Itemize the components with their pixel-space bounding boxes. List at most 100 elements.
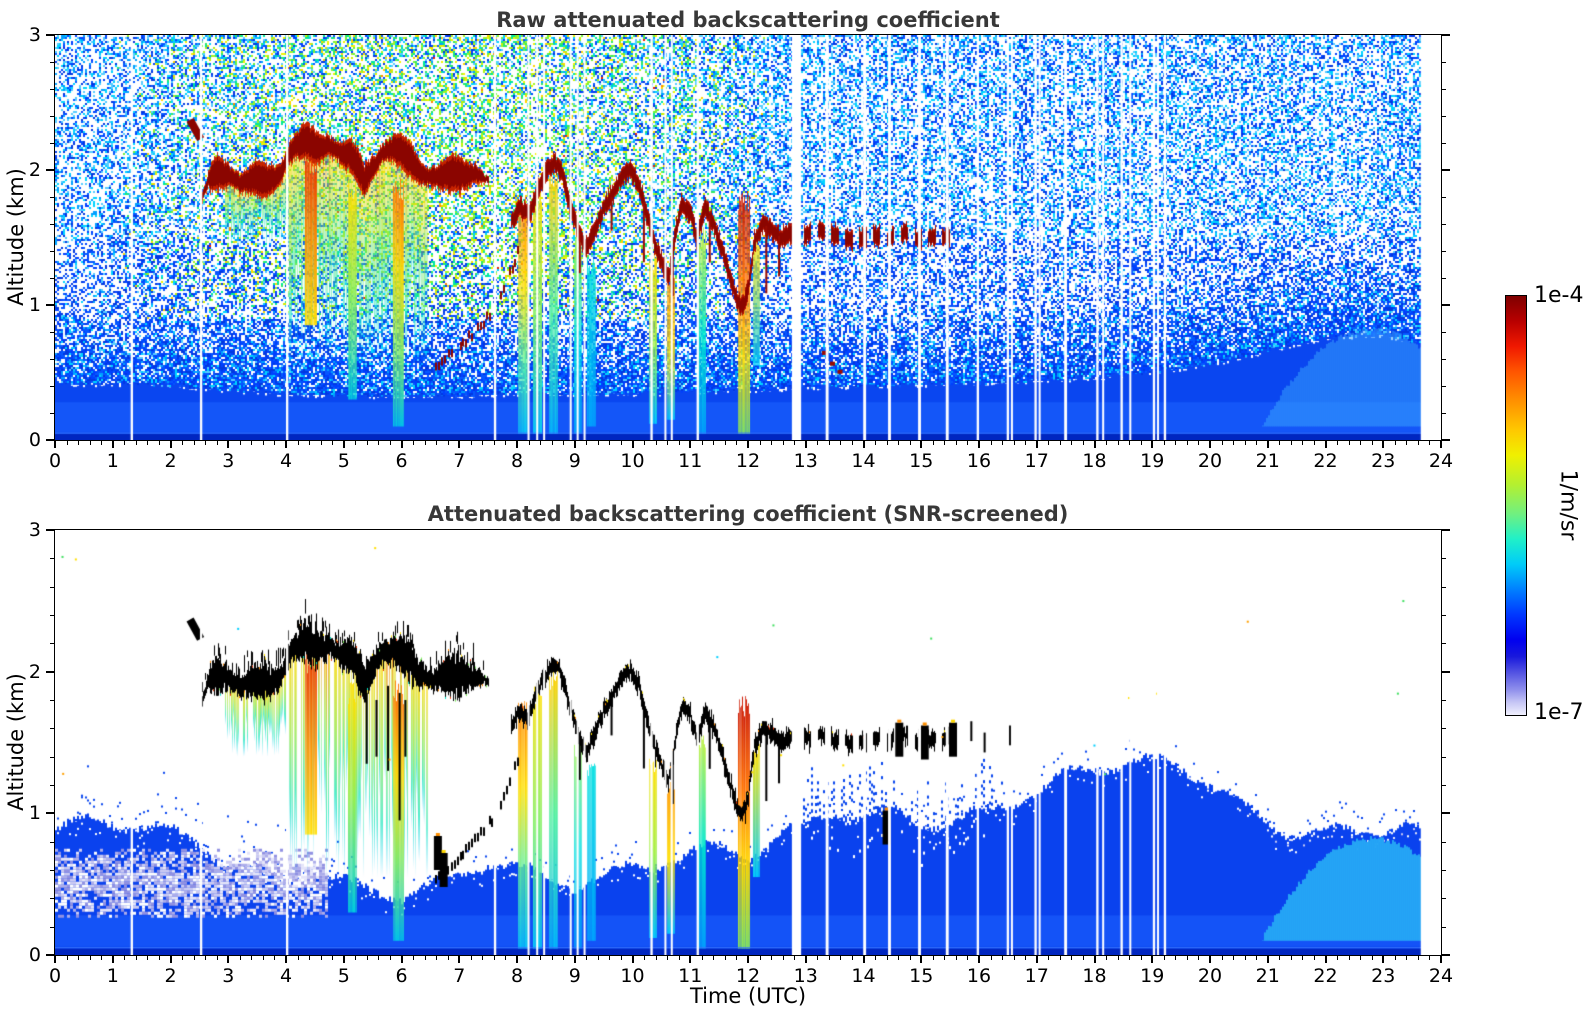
x-minor-tick [297,956,299,960]
x-minor-tick [609,956,611,960]
y-minor-tick [50,586,54,588]
x-tick-label: 18 [1082,965,1107,987]
x-minor-tick [1371,441,1373,445]
raw-heatmap-canvas [55,35,1441,440]
y-minor-tick-right [1442,278,1446,279]
x-minor-tick [124,441,126,445]
x-minor-tick [759,441,761,445]
y-minor-tick [50,898,54,900]
y-minor-tick-right [1442,197,1446,198]
x-minor-tick [193,956,195,960]
y-minor-tick [50,870,54,871]
x-major-tick [1035,956,1038,963]
x-minor-tick [644,956,646,960]
x-tick-label: 24 [1428,450,1454,472]
x-minor-tick [701,956,703,960]
x-minor-tick [1348,956,1350,960]
x-minor-tick [736,441,738,445]
x-minor-tick [655,956,657,960]
x-minor-tick [366,441,368,445]
y-major-tick [46,34,54,36]
y-tick-label: 3 [28,24,41,46]
x-tick-label: 14 [851,965,876,987]
colorbar-unit-label: 1/m/sr [1555,469,1581,541]
x-minor-tick [1279,441,1281,445]
y-major-tick-right [1442,439,1450,441]
x-minor-tick [1071,441,1073,445]
colorbar-max-label: 1e-4 [1534,283,1584,308]
x-tick-label: 23 [1371,450,1396,472]
x-tick-label: 10 [620,965,645,987]
y-major-tick-right [1442,529,1450,531]
x-minor-tick [1198,441,1200,445]
y-minor-tick-right [1442,89,1446,90]
x-minor-tick [967,956,969,960]
x-minor-tick [713,441,715,445]
x-major-tick [227,441,230,448]
x-major-tick [400,441,403,448]
x-minor-tick [851,956,853,960]
x-tick-label: 5 [337,450,350,472]
x-major-tick [169,956,172,963]
y-minor-tick-right [1442,332,1446,333]
colorbar-min-label: 1e-7 [1534,700,1584,725]
x-minor-tick [101,956,103,960]
x-minor-tick [424,441,426,445]
x-major-tick [1093,956,1096,963]
x-minor-tick [1371,956,1373,960]
x-minor-tick [955,441,957,445]
y-minor-tick-right [1442,386,1446,387]
x-tick-label: 21 [1255,450,1280,472]
x-minor-tick [944,956,946,960]
x-minor-tick [759,956,761,960]
x-minor-tick [1025,441,1027,445]
x-axis-label: Time (UTC) [689,984,807,1008]
x-tick-label: 0 [48,450,62,472]
x-minor-tick [470,441,472,445]
x-minor-tick [1082,956,1084,960]
x-minor-tick [413,956,415,960]
x-minor-tick [424,956,426,960]
x-major-tick [1266,441,1269,448]
x-minor-tick [436,441,438,445]
x-tick-label: 17 [1024,965,1049,987]
x-minor-tick [1117,441,1119,445]
x-minor-tick [1106,441,1108,445]
x-minor-tick [1233,441,1235,445]
x-tick-label: 13 [793,450,818,472]
x-minor-tick [1429,441,1431,445]
x-major-tick [516,441,518,448]
x-minor-tick [655,441,657,445]
x-tick-label: 19 [1140,450,1165,472]
x-minor-tick [1244,956,1246,960]
x-tick-label: 0 [48,965,62,987]
y-minor-tick-right [1442,841,1446,843]
x-minor-tick [274,956,276,960]
x-minor-tick [851,441,853,445]
y-major-tick [46,812,54,815]
x-tick-label: 21 [1255,965,1280,987]
y-major-tick-right [1442,34,1450,36]
x-minor-tick [771,956,773,960]
x-major-tick [1382,956,1385,963]
y-major-tick [46,954,54,956]
x-minor-tick [1175,956,1177,960]
y-minor-tick [50,251,54,252]
x-minor-tick [1221,956,1223,960]
x-minor-tick [782,441,784,445]
y-minor-tick [50,413,54,414]
x-major-tick [1266,956,1269,963]
y-minor-tick-right [1442,615,1446,616]
x-minor-tick [1394,956,1396,960]
x-minor-tick [493,956,495,960]
x-minor-tick [1117,956,1119,960]
x-minor-tick [239,441,241,445]
y-major-tick [46,529,54,531]
x-minor-tick [1106,956,1108,960]
x-minor-tick [1140,956,1142,960]
x-minor-tick [1290,441,1292,445]
x-minor-tick [158,441,160,445]
x-major-tick [1324,956,1327,963]
x-minor-tick [644,441,646,445]
y-minor-tick [50,359,54,360]
